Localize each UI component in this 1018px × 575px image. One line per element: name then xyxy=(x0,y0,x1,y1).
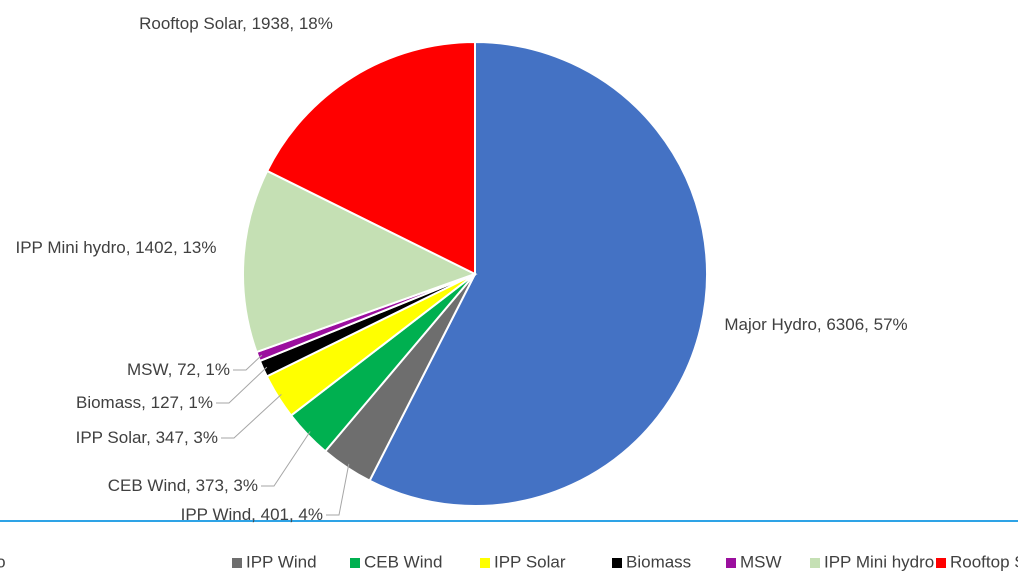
data-label: Biomass, 127, 1% xyxy=(75,393,213,412)
data-label: CEB Wind, 373, 3% xyxy=(107,476,258,495)
legend-label: Rooftop Solar xyxy=(950,552,1018,571)
legend-label: CEB Wind xyxy=(364,552,442,571)
data-label: IPP Wind, 401, 4% xyxy=(180,505,323,524)
legend-swatch xyxy=(350,558,360,568)
legend-label: IPP Wind xyxy=(246,552,317,571)
leader-line xyxy=(221,394,282,439)
pie-slice xyxy=(242,169,478,354)
data-label: MSW, 72, 1% xyxy=(127,360,230,379)
data-label: Major Hydro, 6306, 57% xyxy=(724,315,908,334)
data-label: IPP Mini hydro, 1402, 13% xyxy=(15,238,217,257)
pie-slice xyxy=(368,40,708,507)
legend-swatch xyxy=(936,558,946,568)
legend-swatch xyxy=(726,558,736,568)
data-label: IPP Solar, 347, 3% xyxy=(75,428,218,447)
leader-line xyxy=(326,463,350,516)
data-label: Rooftop Solar, 1938, 18% xyxy=(139,14,333,33)
legend-label: Major Hydro xyxy=(0,552,6,571)
legend-swatch xyxy=(480,558,490,568)
legend-label: IPP Mini hydro xyxy=(824,552,934,571)
legend-swatch xyxy=(232,558,242,568)
leader-line xyxy=(216,366,268,404)
legend-swatch xyxy=(612,558,622,568)
pie-slice xyxy=(265,40,476,276)
legend-label: Biomass xyxy=(626,552,691,571)
leader-line xyxy=(233,354,263,371)
legend-label: MSW xyxy=(740,552,782,571)
legend-swatch xyxy=(810,558,820,568)
leader-line xyxy=(261,431,311,487)
legend-label: IPP Solar xyxy=(494,552,566,571)
